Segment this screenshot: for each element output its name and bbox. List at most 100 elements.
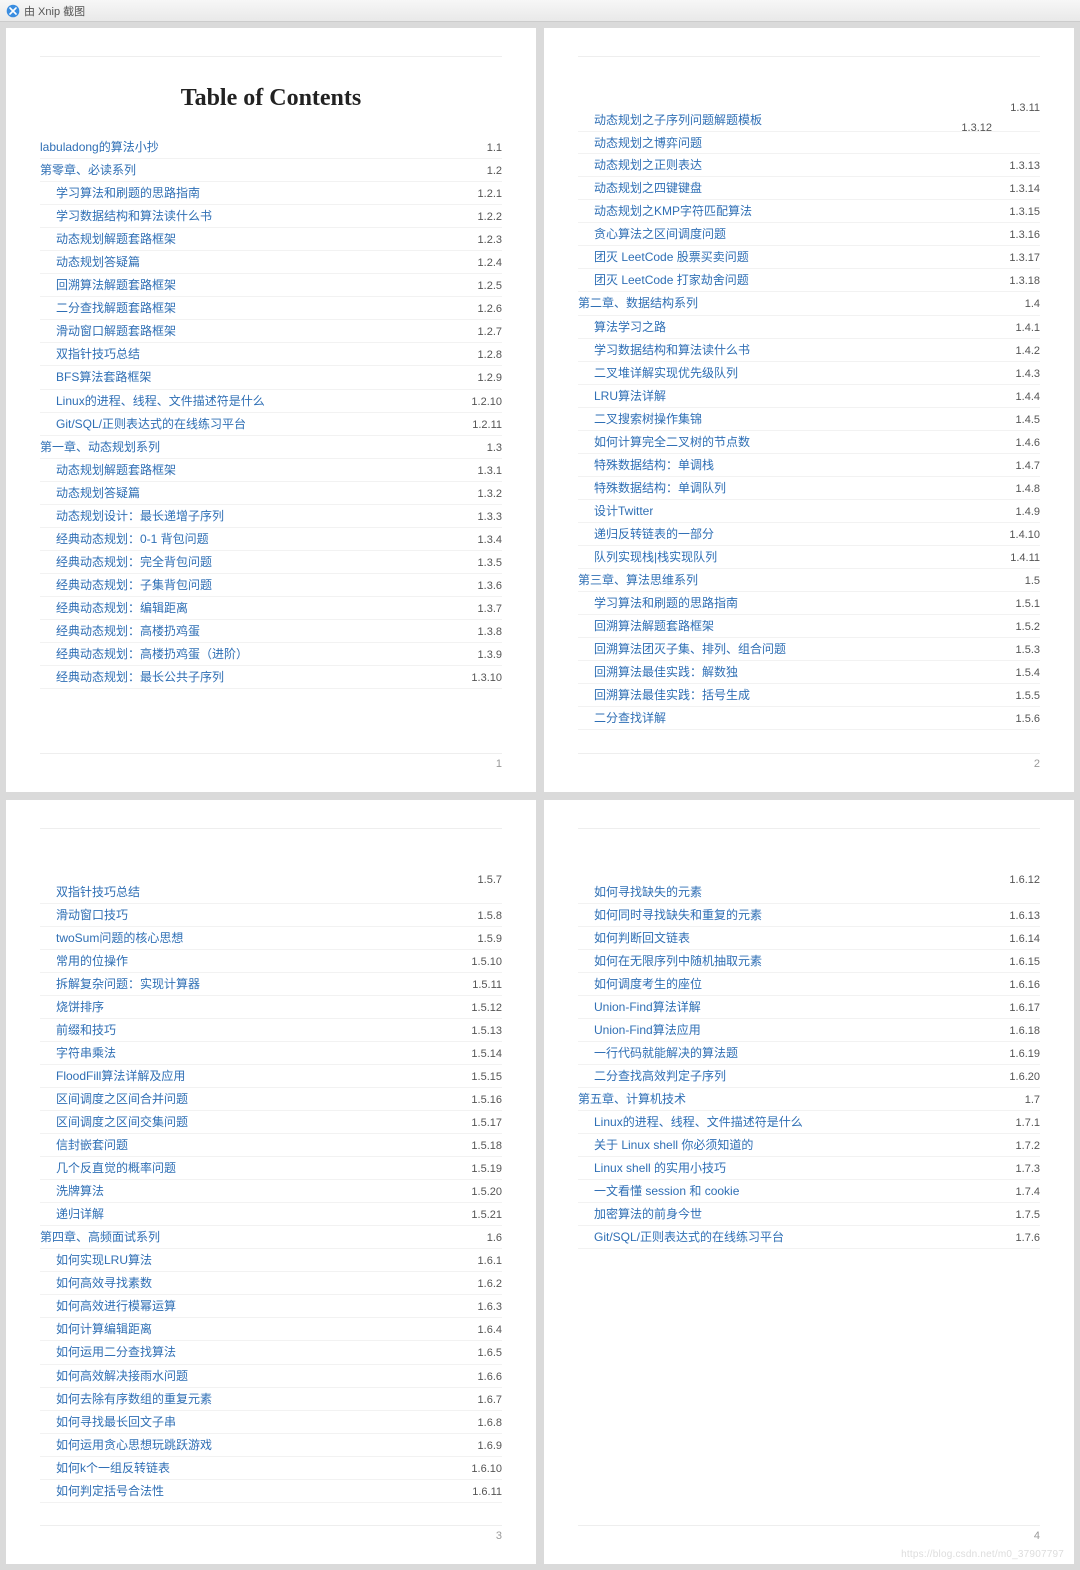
toc-link[interactable]: Linux shell 的实用小技巧 — [594, 1159, 726, 1178]
toc-number: 1.3.6 — [470, 578, 502, 595]
toc-link[interactable]: Git/SQL/正则表达式的在线练习平台 — [56, 415, 246, 434]
toc-link[interactable]: 双指针技巧总结 — [56, 883, 140, 902]
toc-link[interactable]: 区间调度之区间交集问题 — [56, 1113, 188, 1132]
toc-link[interactable]: 如何k个一组反转链表 — [56, 1459, 170, 1478]
toc-link[interactable]: 回溯算法解题套路框架 — [594, 617, 714, 636]
toc-link[interactable]: 一文看懂 session 和 cookie — [594, 1182, 739, 1201]
toc-link[interactable]: 一行代码就能解决的算法题 — [594, 1044, 738, 1063]
toc-link[interactable]: 团灭 LeetCode 股票买卖问题 — [594, 248, 749, 267]
toc-link[interactable]: twoSum问题的核心思想 — [56, 929, 183, 948]
toc-link[interactable]: 递归详解 — [56, 1205, 104, 1224]
toc-link[interactable]: 第一章、动态规划系列 — [40, 438, 160, 457]
toc-link[interactable]: 学习数据结构和算法读什么书 — [56, 207, 212, 226]
toc-link[interactable]: 动态规划答疑篇 — [56, 484, 140, 503]
toc-row: 学习数据结构和算法读什么书 1.4.2 — [578, 339, 1040, 362]
toc-row: 队列实现栈|栈实现队列1.4.11 — [578, 546, 1040, 569]
toc-link[interactable]: 关于 Linux shell 你必须知道的 — [594, 1136, 753, 1155]
toc-link[interactable]: 二分查找解题套路框架 — [56, 299, 176, 318]
toc-link[interactable]: 如何判定括号合法性 — [56, 1482, 164, 1501]
toc-link[interactable]: 双指针技巧总结 — [56, 345, 140, 364]
toc-link[interactable]: labuladong的算法小抄 — [40, 138, 159, 157]
toc-link[interactable]: 二叉堆详解实现优先级队列 — [594, 364, 738, 383]
toc-link[interactable]: 第三章、算法思维系列 — [578, 571, 698, 590]
toc-number: 1.4.2 — [1008, 343, 1040, 360]
toc-link[interactable]: 如何运用二分查找算法 — [56, 1343, 176, 1362]
toc-link[interactable]: 经典动态规划：子集背包问题 — [56, 576, 212, 595]
toc-link[interactable]: 团灭 LeetCode 打家劫舍问题 — [594, 271, 749, 290]
toc-row: 学习算法和刷题的思路指南1.2.1 — [40, 182, 502, 205]
toc-number: 1.3.15 — [1001, 204, 1040, 221]
toc-link[interactable]: 动态规划之KMP字符匹配算法 — [594, 202, 752, 221]
toc-link[interactable]: 递归反转链表的一部分 — [594, 525, 714, 544]
toc-link[interactable]: 动态规划之子序列问题解题模板 — [594, 111, 762, 130]
toc-link[interactable]: 几个反直觉的概率问题 — [56, 1159, 176, 1178]
toc-link[interactable]: 如何运用贪心思想玩跳跃游戏 — [56, 1436, 212, 1455]
toc-link[interactable]: 特殊数据结构：单调队列 — [594, 479, 726, 498]
toc-link[interactable]: 二分查找高效判定子序列 — [594, 1067, 726, 1086]
toc-link[interactable]: 如何高效进行模幂运算 — [56, 1297, 176, 1316]
toc-link[interactable]: 前缀和技巧 — [56, 1021, 116, 1040]
toc-link[interactable]: 如何实现LRU算法 — [56, 1251, 152, 1270]
toc-link[interactable]: 如何同时寻找缺失和重复的元素 — [594, 906, 762, 925]
toc-link[interactable]: 经典动态规划：0-1 背包问题 — [56, 530, 209, 549]
toc-link[interactable]: 回溯算法最佳实践：解数独 — [594, 663, 738, 682]
toc-link[interactable]: 拆解复杂问题：实现计算器 — [56, 975, 200, 994]
toc-link[interactable]: 设计Twitter — [594, 502, 653, 521]
toc-link[interactable]: 经典动态规划：编辑距离 — [56, 599, 188, 618]
toc-link[interactable]: 常用的位操作 — [56, 952, 128, 971]
toc-link[interactable]: 区间调度之区间合并问题 — [56, 1090, 188, 1109]
toc-link[interactable]: 动态规划解题套路框架 — [56, 230, 176, 249]
toc-link[interactable]: 动态规划之博弈问题 — [594, 134, 702, 153]
toc-link[interactable]: LRU算法详解 — [594, 387, 666, 406]
toc-link[interactable]: 动态规划之正则表达 — [594, 156, 702, 175]
toc-link[interactable]: 经典动态规划：高楼扔鸡蛋 — [56, 622, 200, 641]
toc-link[interactable]: 滑动窗口技巧 — [56, 906, 128, 925]
toc-link[interactable]: 算法学习之路 — [594, 318, 666, 337]
toc-link[interactable]: 如何寻找最长回文子串 — [56, 1413, 176, 1432]
toc-link[interactable]: 回溯算法团灭子集、排列、组合问题 — [594, 640, 786, 659]
toc-link[interactable]: 如何去除有序数组的重复元素 — [56, 1390, 212, 1409]
toc-link[interactable]: 特殊数据结构：单调栈 — [594, 456, 714, 475]
toc-link[interactable]: 第五章、计算机技术 — [578, 1090, 686, 1109]
toc-link[interactable]: 如何计算完全二叉树的节点数 — [594, 433, 750, 452]
toc-link[interactable]: 二分查找详解 — [594, 709, 666, 728]
toc-link[interactable]: 如何调度考生的座位 — [594, 975, 702, 994]
toc-link[interactable]: 学习算法和刷题的思路指南 — [56, 184, 200, 203]
toc-link[interactable]: 滑动窗口解题套路框架 — [56, 322, 176, 341]
toc-link[interactable]: Union-Find算法应用 — [594, 1021, 701, 1040]
toc-link[interactable]: Git/SQL/正则表达式的在线练习平台 — [594, 1228, 784, 1247]
toc-link[interactable]: 如何计算编辑距离 — [56, 1320, 152, 1339]
toc-link[interactable]: 队列实现栈|栈实现队列 — [594, 548, 717, 567]
toc-link[interactable]: 经典动态规划：完全背包问题 — [56, 553, 212, 572]
toc-link[interactable]: 第四章、高频面试系列 — [40, 1228, 160, 1247]
toc-link[interactable]: 洗牌算法 — [56, 1182, 104, 1201]
toc-link[interactable]: Linux的进程、线程、文件描述符是什么 — [56, 392, 265, 411]
toc-link[interactable]: 学习数据结构和算法读什么书 — [594, 341, 750, 360]
toc-link[interactable]: 动态规划解题套路框架 — [56, 461, 176, 480]
toc-link[interactable]: 回溯算法最佳实践：括号生成 — [594, 686, 750, 705]
toc-link[interactable]: 第二章、数据结构系列 — [578, 294, 698, 313]
toc-link[interactable]: 烧饼排序 — [56, 998, 104, 1017]
toc-link[interactable]: Linux的进程、线程、文件描述符是什么 — [594, 1113, 803, 1132]
toc-link[interactable]: Union-Find算法详解 — [594, 998, 701, 1017]
toc-link[interactable]: 学习算法和刷题的思路指南 — [594, 594, 738, 613]
toc-link[interactable]: 如何高效解决接雨水问题 — [56, 1367, 188, 1386]
toc-link[interactable]: 如何在无限序列中随机抽取元素 — [594, 952, 762, 971]
toc-link[interactable]: 动态规划答疑篇 — [56, 253, 140, 272]
toc-link[interactable]: 经典动态规划：高楼扔鸡蛋（进阶） — [56, 645, 248, 664]
toc-link[interactable]: 经典动态规划：最长公共子序列 — [56, 668, 224, 687]
toc-link[interactable]: 如何寻找缺失的元素 — [594, 883, 702, 902]
toc-link[interactable]: BFS算法套路框架 — [56, 368, 151, 387]
toc-link[interactable]: 二叉搜索树操作集锦 — [594, 410, 702, 429]
toc-link[interactable]: 动态规划设计：最长递增子序列 — [56, 507, 224, 526]
toc-link[interactable]: 贪心算法之区间调度问题 — [594, 225, 726, 244]
toc-link[interactable]: 信封嵌套问题 — [56, 1136, 128, 1155]
toc-link[interactable]: 字符串乘法 — [56, 1044, 116, 1063]
toc-link[interactable]: FloodFill算法详解及应用 — [56, 1067, 185, 1086]
toc-link[interactable]: 回溯算法解题套路框架 — [56, 276, 176, 295]
toc-link[interactable]: 如何判断回文链表 — [594, 929, 690, 948]
toc-link[interactable]: 加密算法的前身今世 — [594, 1205, 702, 1224]
toc-link[interactable]: 动态规划之四键键盘 — [594, 179, 702, 198]
toc-link[interactable]: 如何高效寻找素数 — [56, 1274, 152, 1293]
toc-link[interactable]: 第零章、必读系列 — [40, 161, 136, 180]
